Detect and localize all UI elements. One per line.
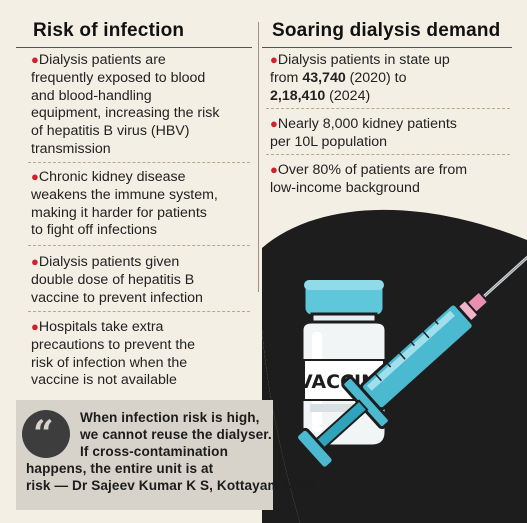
bullet-divider	[28, 162, 250, 163]
quote-credit: risk — Dr Sajeev Kumar K S, Kottayam MCH	[26, 478, 315, 493]
demand-bullet-1: ●Dialysis patients in state up from 43,7…	[270, 51, 520, 105]
bullet-dot: ●	[270, 52, 278, 67]
bullet-dot: ●	[270, 162, 278, 177]
bullet-dot: ●	[31, 52, 39, 67]
risk-heading: Risk of infection	[33, 20, 185, 41]
bullet-line: frequently exposed to blood	[31, 69, 206, 86]
bullet-line: precautions to prevent the	[31, 336, 196, 353]
bullet-divider	[28, 311, 250, 312]
bullet-text: (2024)	[325, 87, 371, 104]
bullet-line: low-income background	[270, 179, 420, 196]
bullet-line: Dialysis patients are	[38, 52, 166, 68]
plunger-thumb	[295, 427, 335, 470]
bullet-line: risk of infection when the	[31, 354, 188, 371]
quote-line-2: we cannot reuse the dialyser.	[80, 427, 272, 442]
bullet-line: Hospitals take extra	[38, 319, 164, 335]
syringe	[295, 236, 527, 470]
bullet-line: of hepatitis B virus (HBV)	[31, 123, 190, 140]
bullet-line: transmission	[31, 140, 111, 157]
bullet-divider	[266, 108, 510, 109]
quote-line-4: happens, the entire unit is at	[26, 461, 214, 476]
quote-line-1: When infection risk is high,	[80, 410, 260, 425]
bullet-line: making it harder for patients	[31, 204, 207, 221]
bullet-line: per 10L population	[270, 133, 388, 150]
quote-line-3: If cross-contamination	[80, 444, 228, 459]
bullet-line: weakens the immune system,	[31, 186, 218, 203]
risk-bullet-4: ●Hospitals take extra precautions to pre…	[31, 318, 251, 390]
risk-bullet-1: ●Dialysis patients are frequently expose…	[31, 51, 251, 159]
bullet-line: Over 80% of patients are from	[277, 162, 468, 178]
column-separator	[258, 22, 259, 292]
bullet-dot: ●	[31, 319, 39, 334]
bullet-line: vaccine to prevent infection	[31, 289, 203, 306]
bullet-line: Dialysis patients given	[38, 254, 180, 270]
bullet-dot: ●	[270, 116, 278, 131]
heading-rule	[262, 47, 512, 48]
demand-bullet-3: ●Over 80% of patients are from low-incom…	[270, 161, 520, 198]
syringe-needle	[481, 236, 527, 300]
bullet-dot: ●	[31, 169, 39, 184]
dialysis-demand-heading: Soaring dialysis demand	[272, 20, 501, 41]
risk-bullet-2: ●Chronic kidney disease weakens the immu…	[31, 168, 251, 240]
bullet-divider	[28, 245, 250, 246]
bullet-line: Chronic kidney disease	[38, 169, 186, 185]
bullet-divider	[266, 154, 510, 155]
bullet-text: (2020) to	[345, 69, 407, 86]
bullet-line: Nearly 8,000 kidney patients	[277, 116, 457, 132]
bullet-line: Dialysis patients in state up	[277, 52, 450, 68]
bullet-line: to fight off infections	[31, 222, 157, 239]
bullet-dot: ●	[31, 254, 39, 269]
risk-bullet-3: ●Dialysis patients given double dose of …	[31, 253, 251, 307]
bullet-line: vaccine is not available	[31, 372, 177, 389]
quote-icon: “	[22, 410, 70, 458]
patients-2024-value: 2,18,410	[270, 87, 326, 104]
bullet-line: double dose of hepatitis B	[31, 271, 195, 288]
bullet-line: equipment, increasing the risk	[31, 105, 220, 122]
patients-2020-value: 43,740	[302, 69, 346, 86]
demand-bullet-2: ●Nearly 8,000 kidney patients per 10L po…	[270, 115, 520, 152]
bullet-line: and blood-handling	[31, 87, 152, 104]
bullet-text: from	[270, 69, 303, 86]
heading-rule	[16, 47, 252, 48]
